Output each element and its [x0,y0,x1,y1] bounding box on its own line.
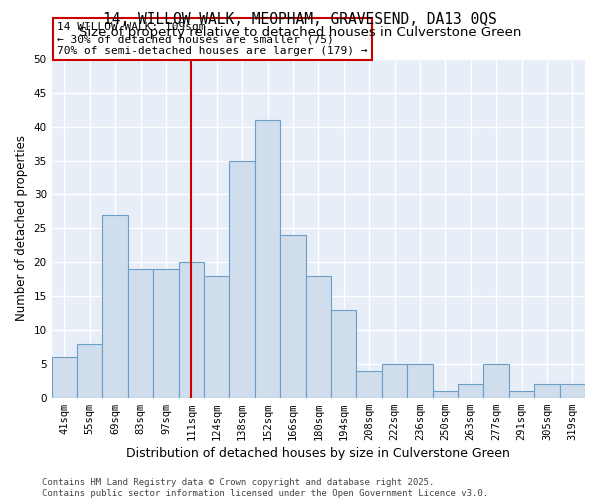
Bar [458,384,484,398]
Bar [179,262,204,398]
Bar [204,276,229,398]
Text: 14 WILLOW WALK: 109sqm
← 30% of detached houses are smaller (75)
70% of semi-det: 14 WILLOW WALK: 109sqm ← 30% of detached… [57,22,367,56]
Bar [255,120,280,398]
Text: Size of property relative to detached houses in Culverstone Green: Size of property relative to detached ho… [79,26,521,39]
Bar [509,391,534,398]
Bar [331,310,356,398]
Text: 14, WILLOW WALK, MEOPHAM, GRAVESEND, DA13 0QS: 14, WILLOW WALK, MEOPHAM, GRAVESEND, DA1… [103,12,497,28]
Bar [305,276,331,398]
Bar [229,160,255,398]
Bar [382,364,407,398]
Bar [280,235,305,398]
Bar [153,269,179,398]
Bar [433,391,458,398]
Bar [560,384,585,398]
Bar [484,364,509,398]
Bar [534,384,560,398]
Bar [52,357,77,398]
Bar [407,364,433,398]
Y-axis label: Number of detached properties: Number of detached properties [15,136,28,322]
Text: Contains HM Land Registry data © Crown copyright and database right 2025.
Contai: Contains HM Land Registry data © Crown c… [42,478,488,498]
Bar [356,370,382,398]
Bar [128,269,153,398]
Bar [77,344,103,398]
X-axis label: Distribution of detached houses by size in Culverstone Green: Distribution of detached houses by size … [127,447,510,460]
Bar [103,215,128,398]
